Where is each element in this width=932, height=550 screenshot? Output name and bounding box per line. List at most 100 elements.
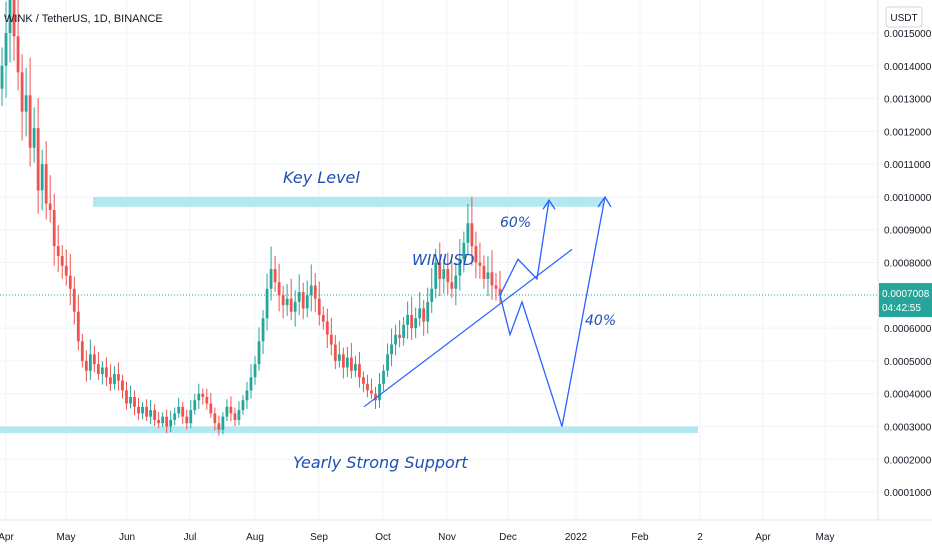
candle-body [402, 324, 406, 338]
projection-up-path[interactable] [499, 200, 550, 296]
candle-body [382, 370, 385, 384]
candle-body [4, 33, 8, 66]
candle-body [482, 265, 486, 279]
price-tick-label: 0.0010000 [884, 193, 932, 204]
candle-body [277, 282, 281, 296]
currency-box[interactable] [885, 6, 923, 28]
price-tick-label: 0.0001000 [884, 488, 932, 499]
candle-body [185, 416, 189, 424]
candle-body [470, 223, 474, 247]
candle-body [386, 354, 389, 371]
candle-body [321, 314, 325, 322]
price-axis-panel[interactable] [878, 0, 932, 520]
candle-body [113, 374, 116, 384]
time-tick-label: Feb [631, 532, 649, 543]
candle-body [325, 321, 329, 335]
time-tick-label: Apr [755, 532, 771, 543]
candle-body [394, 334, 397, 345]
candle-body [101, 367, 104, 375]
candle-body [345, 357, 349, 368]
candle-body [281, 295, 285, 306]
arrow-up-head-1 [542, 199, 556, 210]
candle-body [329, 334, 333, 345]
candle-body [494, 285, 498, 289]
candle-body [137, 406, 140, 414]
candle-body [149, 410, 152, 417]
currency-label: USDT [890, 13, 917, 24]
candle-body [418, 308, 422, 319]
candle-body [48, 203, 52, 211]
candle-body [462, 242, 466, 260]
candle-body [366, 383, 369, 391]
time-tick-label: Sep [310, 532, 328, 543]
candle-body [225, 406, 229, 417]
time-tick-label: Jul [184, 532, 197, 543]
price-tick-label: 0.0008000 [884, 259, 932, 270]
candle-body [317, 298, 321, 315]
candle-body [0, 65, 4, 89]
candle-body [370, 390, 373, 394]
candle-body [245, 390, 249, 401]
candle-body [233, 413, 237, 420]
price-tick-label: 0.0015000 [884, 29, 932, 40]
candle-body [52, 210, 56, 247]
key-level-zone[interactable] [93, 196, 603, 207]
price-tick-label: 0.0005000 [884, 357, 932, 368]
candle-body [217, 423, 221, 430]
candle-body [430, 288, 434, 302]
candle-body [201, 393, 205, 397]
candle-body [358, 364, 361, 378]
candle-body [474, 246, 478, 263]
candle-body [498, 288, 502, 296]
price-tick-label: 0.0012000 [884, 127, 932, 138]
candle-body [285, 298, 289, 306]
candle-body [466, 223, 470, 243]
price-tick-label: 0.0002000 [884, 455, 932, 466]
candle-body [378, 383, 381, 401]
candle-body [177, 406, 181, 414]
candle-body [490, 272, 494, 286]
price-tick-label: 0.0009000 [884, 226, 932, 237]
candle-body [362, 377, 365, 384]
last-price-value: 0.0007008 [882, 289, 930, 300]
time-ticks[interactable]: Apr May Jun Jul Aug Sep Oct Nov Dec 2022 Feb 2 Apr Ma… [0, 532, 834, 543]
candle-body [438, 262, 442, 279]
candle-body [406, 314, 410, 325]
time-tick-label: Apr [0, 532, 14, 543]
key-level-label: Key Level [283, 168, 360, 187]
support-zone[interactable] [0, 426, 698, 434]
price-ticks: 0.0015000 0.0014000 0.0013000 0.0012000 0.00… [884, 29, 932, 499]
candle-body [221, 416, 225, 430]
candle-body [205, 396, 209, 404]
candle-body [478, 262, 482, 266]
candle-body [229, 406, 233, 414]
candle-body [161, 416, 165, 424]
candle-body [64, 265, 68, 276]
candle-body [76, 311, 80, 342]
candle-body [173, 413, 177, 420]
time-tick-label: 2022 [565, 532, 588, 543]
candle-body [289, 298, 293, 312]
candle-body [157, 419, 161, 424]
time-tick-label: Oct [375, 532, 391, 543]
candle-body [189, 410, 193, 424]
candle-body [109, 377, 112, 384]
candle-body [309, 285, 313, 296]
candle-body [84, 360, 88, 371]
candle-body [36, 128, 40, 191]
pct-down-label: 40% [585, 313, 616, 329]
candle-body [44, 164, 48, 204]
candle-body [301, 292, 305, 309]
candle-body [92, 354, 96, 365]
candle-body [88, 354, 92, 371]
time-tick-label: Dec [499, 532, 517, 543]
projection-down-path[interactable] [499, 196, 606, 427]
candle-body [450, 282, 454, 289]
candle-body [72, 288, 76, 312]
candle-body [305, 295, 309, 309]
candle-body [273, 269, 277, 283]
symbol-title[interactable]: WINK / TetherUS, 1D, BINANCE [4, 13, 163, 25]
candle-body [458, 259, 462, 276]
